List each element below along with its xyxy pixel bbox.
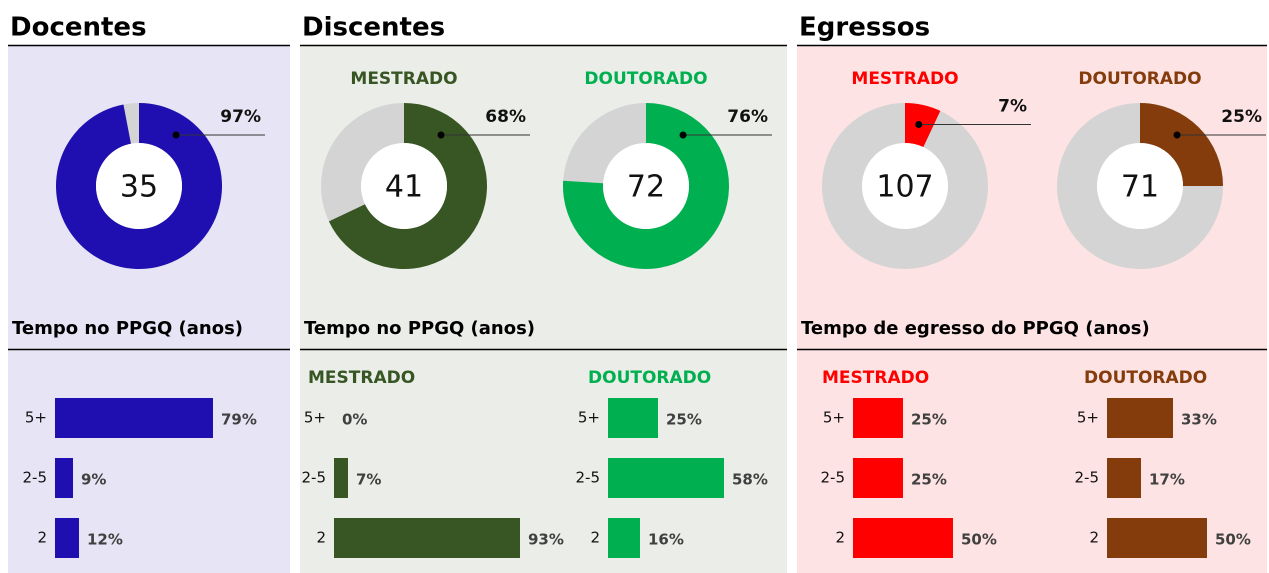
bar: [608, 518, 640, 558]
donut-slice: [328, 103, 487, 269]
bar: [608, 458, 724, 498]
bar-chart-title: MESTRADO: [822, 368, 929, 388]
bar-value-label: 33%: [1181, 411, 1217, 429]
donut-value-label: 97%: [220, 107, 261, 127]
bar: [853, 518, 953, 558]
donut-value-label: 7%: [998, 97, 1027, 117]
donut-hole: [361, 143, 447, 229]
bar: [853, 398, 903, 438]
bar-category-label: 2: [590, 529, 600, 547]
bar: [55, 398, 213, 438]
bar-chart-title: DOUTORADO: [1084, 368, 1207, 388]
leader-dot: [172, 131, 180, 139]
bar-value-label: 79%: [221, 411, 257, 429]
donut-value-label: 68%: [485, 107, 526, 127]
bar-value-label: 17%: [1149, 471, 1185, 489]
bar-category-label: 2-5: [302, 469, 327, 487]
bar: [334, 518, 520, 558]
donut-slice: [905, 103, 941, 148]
bar: [1107, 518, 1207, 558]
donut-slice: [1140, 103, 1223, 186]
bar-category-label: 2-5: [1075, 469, 1100, 487]
donut-title: DOUTORADO: [1078, 69, 1201, 89]
donut-total: 72: [627, 170, 665, 205]
donut-title: DOUTORADO: [584, 69, 707, 89]
bar: [334, 458, 348, 498]
bar-value-label: 16%: [648, 531, 684, 549]
donut-value-label: 25%: [1221, 107, 1262, 127]
bar-category-label: 2: [37, 529, 47, 547]
bar-category-label: 5+: [1077, 409, 1099, 427]
donut-hole: [603, 143, 689, 229]
bar-chart-title: MESTRADO: [308, 368, 415, 388]
bar: [853, 458, 903, 498]
donut-title: MESTRADO: [350, 69, 457, 89]
donut-title: MESTRADO: [851, 69, 958, 89]
bar-value-label: 58%: [732, 471, 768, 489]
bar-value-label: 50%: [1215, 531, 1251, 549]
leader-dot: [679, 131, 687, 139]
donut-total: 107: [876, 170, 933, 205]
section-title: Egressos: [799, 13, 930, 43]
donut-hole: [1097, 143, 1183, 229]
donut-slice: [56, 103, 223, 269]
section-title: Docentes: [10, 13, 147, 43]
bar-category-label: 2-5: [23, 469, 48, 487]
bar-value-label: 9%: [81, 471, 106, 489]
leader-dot: [1173, 131, 1181, 139]
bar-category-label: 2-5: [821, 469, 846, 487]
bar: [55, 518, 79, 558]
bar: [1107, 398, 1173, 438]
bar: [608, 398, 658, 438]
bar-value-label: 0%: [342, 411, 367, 429]
section-subtitle: Tempo de egresso do PPGQ (anos): [801, 318, 1150, 339]
bar-category-label: 2: [316, 529, 326, 547]
bar-value-label: 25%: [911, 471, 947, 489]
bar-category-label: 5+: [304, 409, 326, 427]
donut-hole: [96, 143, 182, 229]
donut-total: 41: [385, 170, 423, 205]
bar-value-label: 12%: [87, 531, 123, 549]
bar-value-label: 25%: [666, 411, 702, 429]
bar-category-label: 5+: [578, 409, 600, 427]
bar: [1107, 458, 1141, 498]
bar-category-label: 2-5: [576, 469, 601, 487]
leader-dot: [915, 121, 923, 129]
donut-value-label: 76%: [727, 107, 768, 127]
leader-dot: [437, 131, 445, 139]
bar-value-label: 7%: [356, 471, 381, 489]
bar-category-label: 2: [835, 529, 845, 547]
donut-hole: [862, 143, 948, 229]
bar-category-label: 5+: [823, 409, 845, 427]
section-subtitle: Tempo no PPGQ (anos): [304, 318, 535, 339]
bar-value-label: 25%: [911, 411, 947, 429]
bar: [55, 458, 73, 498]
bar-value-label: 93%: [528, 531, 564, 549]
donut-total: 35: [120, 170, 158, 205]
section-title: Discentes: [302, 13, 445, 43]
donut-total: 71: [1121, 170, 1159, 205]
bar-chart-title: DOUTORADO: [588, 368, 711, 388]
section-subtitle: Tempo no PPGQ (anos): [12, 318, 243, 339]
bar-category-label: 2: [1089, 529, 1099, 547]
bar-value-label: 50%: [961, 531, 997, 549]
bar-category-label: 5+: [25, 409, 47, 427]
donut-slice: [562, 103, 729, 269]
